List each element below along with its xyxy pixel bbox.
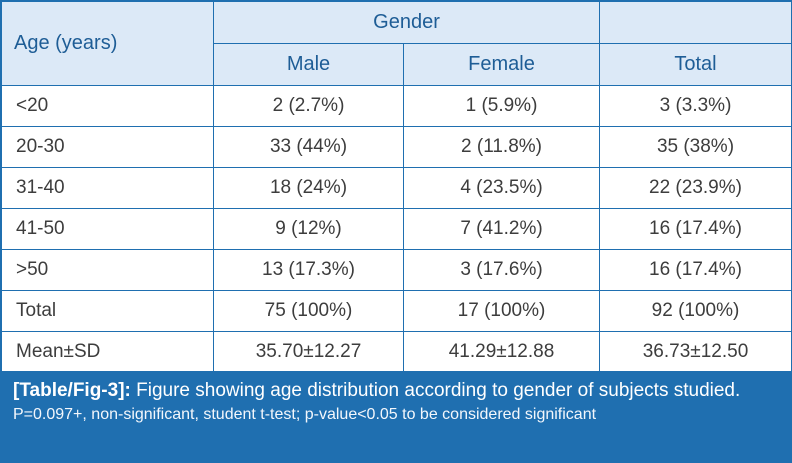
table-row: Total 75 (100%) 17 (100%) 92 (100%) <box>1 290 792 332</box>
male-cell: 33 (44%) <box>213 126 404 168</box>
table-row: >50 13 (17.3%) 3 (17.6%) 16 (17.4%) <box>1 249 792 291</box>
female-cell: 17 (100%) <box>403 290 600 332</box>
table-row: 31-40 18 (24%) 4 (23.5%) 22 (23.9%) <box>1 167 792 209</box>
female-cell: 1 (5.9%) <box>403 85 600 127</box>
total-cell: 22 (23.9%) <box>599 167 792 209</box>
male-cell: 18 (24%) <box>213 167 404 209</box>
age-cell: Mean±SD <box>1 331 214 373</box>
table-row: Mean±SD 35.70±12.27 41.29±12.88 36.73±12… <box>1 331 792 373</box>
female-cell: 4 (23.5%) <box>403 167 600 209</box>
age-column-header: Age (years) <box>1 1 214 86</box>
female-cell: 41.29±12.88 <box>403 331 600 373</box>
total-column-header: Total <box>599 43 792 86</box>
age-cell: 31-40 <box>1 167 214 209</box>
age-cell: 41-50 <box>1 208 214 250</box>
age-cell: Total <box>1 290 214 332</box>
age-cell: >50 <box>1 249 214 291</box>
table-row: <20 2 (2.7%) 1 (5.9%) 3 (3.3%) <box>1 85 792 127</box>
caption-title: [Table/Fig-3]: <box>13 380 131 401</box>
total-cell: 16 (17.4%) <box>599 249 792 291</box>
caption-text: Figure showing age distribution accordin… <box>130 380 741 401</box>
total-cell: 16 (17.4%) <box>599 208 792 250</box>
blank-header-cell <box>599 1 792 44</box>
male-cell: 13 (17.3%) <box>213 249 404 291</box>
male-cell: 2 (2.7%) <box>213 85 404 127</box>
male-column-header: Male <box>213 43 404 86</box>
caption-line: [Table/Fig-3]: Figure showing age distri… <box>13 379 779 402</box>
age-cell: <20 <box>1 85 214 127</box>
table-row: 20-30 33 (44%) 2 (11.8%) 35 (38%) <box>1 126 792 168</box>
gender-column-header: Gender <box>213 1 600 44</box>
total-cell: 3 (3.3%) <box>599 85 792 127</box>
total-cell: 36.73±12.50 <box>599 331 792 373</box>
male-cell: 9 (12%) <box>213 208 404 250</box>
caption-note: P=0.097+, non-significant, student t-tes… <box>13 406 597 423</box>
table-caption: [Table/Fig-3]: Figure showing age distri… <box>1 371 791 462</box>
female-cell: 7 (41.2%) <box>403 208 600 250</box>
female-cell: 2 (11.8%) <box>403 126 600 168</box>
age-cell: 20-30 <box>1 126 214 168</box>
total-cell: 35 (38%) <box>599 126 792 168</box>
male-cell: 35.70±12.27 <box>213 331 404 373</box>
male-cell: 75 (100%) <box>213 290 404 332</box>
table-row: 41-50 9 (12%) 7 (41.2%) 16 (17.4%) <box>1 208 792 250</box>
total-cell: 92 (100%) <box>599 290 792 332</box>
female-cell: 3 (17.6%) <box>403 249 600 291</box>
age-gender-table: Age (years) Gender Male Female Total <20… <box>1 1 792 373</box>
female-column-header: Female <box>403 43 600 86</box>
